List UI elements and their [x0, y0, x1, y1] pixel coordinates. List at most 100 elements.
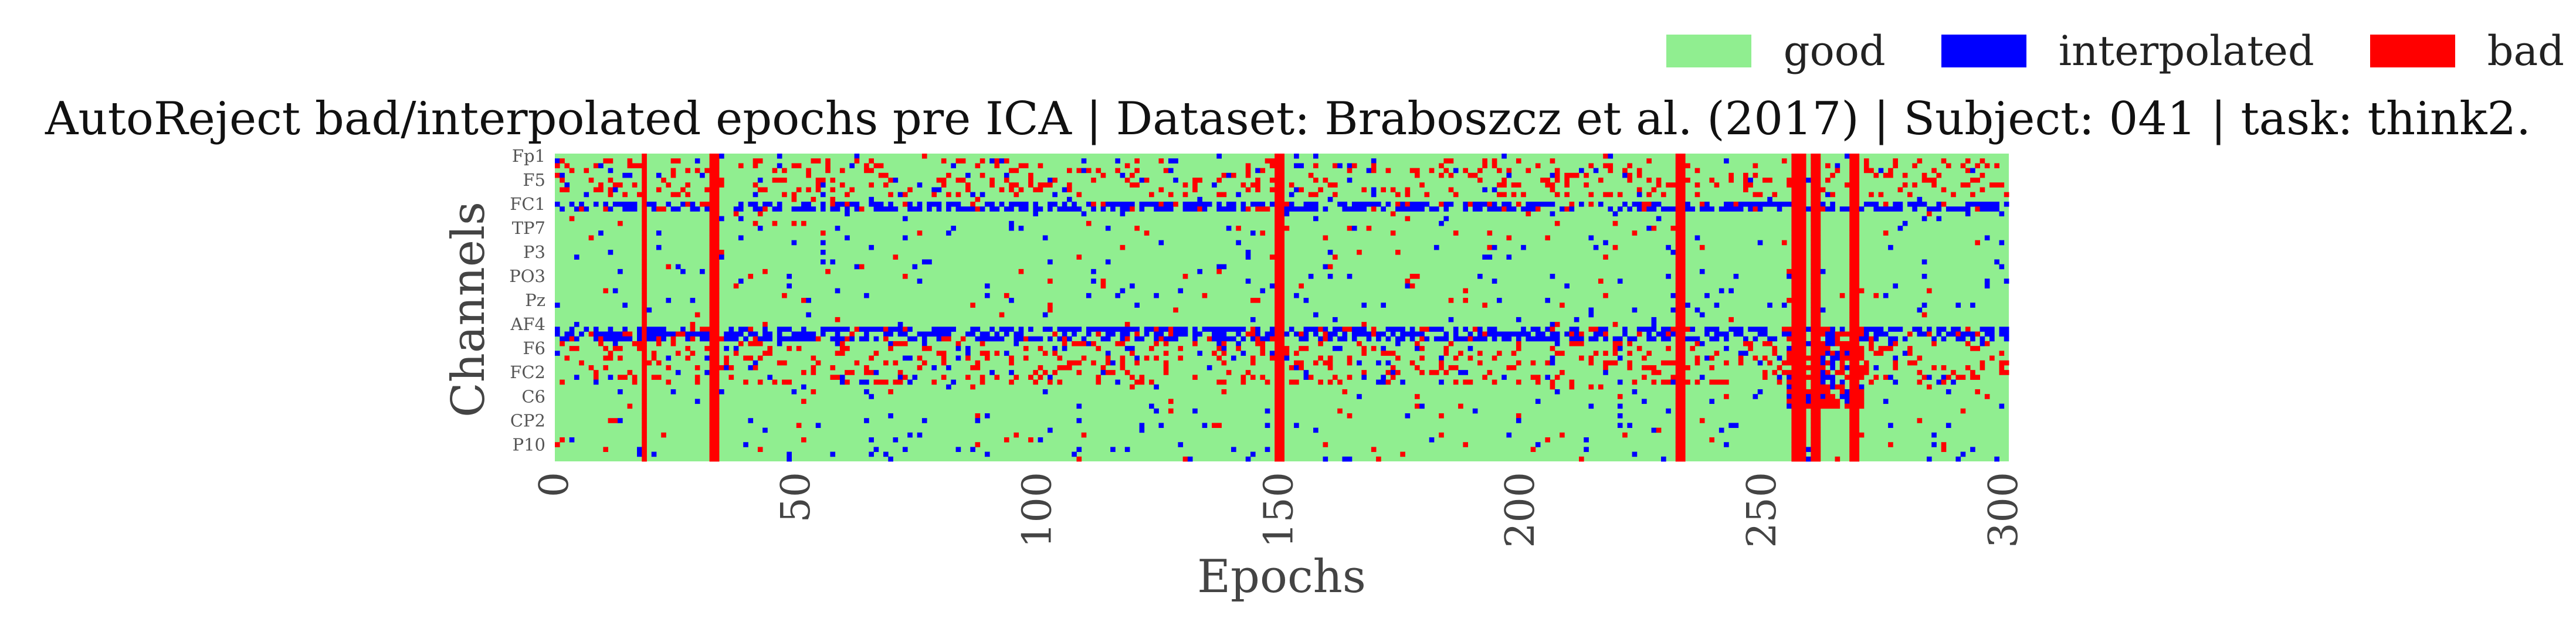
interpolated-cell: [1337, 202, 1348, 207]
bad-cell: [1057, 355, 1063, 361]
interpolated-cell: [1269, 283, 1275, 289]
bad-cell: [1593, 351, 1599, 356]
bad-cell: [1038, 365, 1043, 371]
bad-cell: [1661, 360, 1686, 366]
bad-cell: [1598, 178, 1604, 183]
interpolated-cell: [1381, 375, 1386, 380]
interpolated-cell: [1226, 202, 1236, 207]
bad-cell: [1275, 235, 1285, 241]
interpolated-cell: [670, 206, 681, 212]
bad-cell: [642, 158, 647, 164]
interpolated-cell: [762, 331, 773, 337]
bad-cell: [1124, 163, 1130, 169]
bad-cell: [1004, 158, 1009, 164]
bad-cell: [893, 379, 903, 385]
bad-cell: [608, 351, 614, 356]
bad-cell: [1787, 336, 1806, 342]
interpolated-cell: [1844, 365, 1850, 371]
bad-cell: [569, 336, 575, 342]
interpolated-cell: [743, 336, 748, 342]
interpolated-cell: [1395, 206, 1425, 212]
interpolated-cell: [1936, 379, 1942, 385]
bad-cell: [869, 158, 874, 164]
interpolated-cell: [1265, 408, 1270, 414]
bad-cell: [1849, 283, 1860, 289]
interpolated-cell: [1105, 259, 1111, 265]
interpolated-cell: [1516, 317, 1521, 322]
interpolated-cell: [1323, 327, 1328, 332]
bad-cell: [1313, 178, 1318, 183]
chart-title: AutoReject bad/interpolated epochs pre I…: [45, 93, 2531, 145]
bad-cell: [1748, 346, 1753, 351]
interpolated-cell: [579, 331, 584, 337]
bad-cell: [1873, 375, 1879, 380]
bad-cell: [1714, 351, 1720, 356]
bad-cell: [1728, 317, 1734, 322]
bad-cell: [955, 178, 966, 183]
bad-cell: [1811, 154, 1821, 159]
interpolated-cell: [680, 327, 686, 332]
interpolated-cell: [574, 254, 579, 260]
bad-cell: [815, 182, 821, 188]
bad-cell: [593, 370, 599, 375]
interpolated-cell: [1569, 206, 1575, 212]
interpolated-cell: [907, 206, 923, 212]
interpolated-cell: [1048, 336, 1053, 342]
bad-cell: [1675, 456, 1686, 462]
bad-cell: [685, 168, 691, 174]
bad-cell: [1902, 172, 1908, 178]
bad-cell: [1269, 355, 1285, 361]
bad-cell: [642, 394, 647, 399]
interpolated-cell: [1154, 331, 1164, 337]
bad-cell: [1390, 230, 1396, 236]
bad-cell: [1130, 206, 1135, 212]
bad-cell: [1236, 346, 1241, 351]
bad-cell: [1646, 192, 1652, 198]
bad-cell: [1038, 346, 1043, 351]
bad-cell: [757, 355, 763, 361]
interpolated-cell: [1062, 202, 1067, 207]
interpolated-cell: [1699, 206, 1715, 212]
interpolated-cell: [1839, 394, 1850, 399]
y-tick-label: P3: [523, 242, 545, 262]
interpolated-cell: [787, 274, 792, 279]
interpolated-cell: [1516, 418, 1521, 423]
interpolated-cell: [1897, 226, 1903, 231]
interpolated-cell: [984, 202, 995, 207]
interpolated-cell: [1400, 202, 1405, 207]
interpolated-cell: [1646, 336, 1657, 342]
interpolated-cell: [603, 202, 608, 207]
bad-cell: [704, 346, 720, 351]
bad-cell: [748, 327, 754, 332]
interpolated-cell: [1767, 336, 1778, 342]
bad-cell: [704, 187, 720, 193]
interpolated-cell: [762, 202, 773, 207]
bad-cell: [709, 437, 720, 443]
bad-cell: [811, 370, 816, 375]
interpolated-cell: [1048, 375, 1053, 380]
bad-cell: [1530, 360, 1536, 366]
interpolated-cell: [1787, 375, 1792, 380]
bad-cell: [1018, 163, 1029, 169]
bad-cell: [1844, 375, 1865, 380]
bad-cell: [1564, 172, 1580, 178]
y-tick-label: Fp1: [512, 146, 545, 166]
bad-cell: [1675, 403, 1686, 409]
bad-cell: [897, 370, 903, 375]
bad-cell: [1569, 379, 1575, 385]
bad-cell: [753, 182, 758, 188]
bad-cell: [1849, 379, 1860, 385]
bad-cell: [656, 336, 662, 342]
bad-cell: [666, 182, 672, 188]
bad-cell: [1849, 360, 1860, 366]
bad-cell: [1791, 451, 1806, 457]
bad-cell: [1811, 423, 1821, 428]
bad-cell: [1275, 427, 1285, 433]
bad-cell: [1791, 202, 1806, 207]
bad-cell: [1342, 327, 1353, 332]
interpolated-cell: [1651, 322, 1657, 327]
bad-cell: [1767, 360, 1772, 366]
bad-cell: [1926, 384, 1932, 390]
interpolated-cell: [1467, 331, 1473, 337]
